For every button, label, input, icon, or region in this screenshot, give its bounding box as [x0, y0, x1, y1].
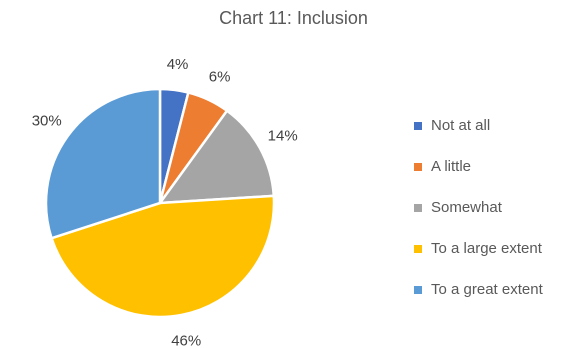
legend-label: To a large extent [431, 240, 542, 257]
legend-item-to-a-large-extent: To a large extent [414, 228, 543, 269]
legend-swatch [414, 203, 422, 212]
legend-swatch [414, 121, 422, 130]
legend-swatch [414, 162, 422, 171]
legend: Not at all A little Somewhat To a large ext… [414, 105, 543, 310]
legend-label: A little [431, 158, 472, 175]
pie-slice-somewhat [157, 109, 276, 205]
legend-item-not-at-all: Not at all [414, 105, 543, 146]
pie-slice-to-a-great-extent [44, 87, 162, 240]
legend-item-to-a-great-extent: To a great extent [414, 269, 543, 310]
data-label-to-a-large-extent: 46% [171, 333, 201, 349]
data-label-to-a-great-extent: 30% [32, 113, 62, 130]
legend-label: To a great extent [431, 281, 543, 298]
legend-swatch [414, 285, 422, 294]
legend-item-a-little: A little [414, 146, 543, 187]
data-label-somewhat: 14% [268, 128, 298, 145]
legend-item-somewhat: Somewhat [414, 187, 543, 228]
pie-slice-to-a-large-extent [50, 194, 276, 319]
legend-swatch [414, 244, 422, 253]
chart-title: Chart 11: Inclusion [219, 8, 368, 28]
data-label-a-little: 6% [209, 68, 231, 85]
legend-label: Somewhat [431, 199, 502, 216]
legend-label: Not at all [431, 117, 491, 134]
data-label-not-at-all: 4% [167, 56, 189, 73]
